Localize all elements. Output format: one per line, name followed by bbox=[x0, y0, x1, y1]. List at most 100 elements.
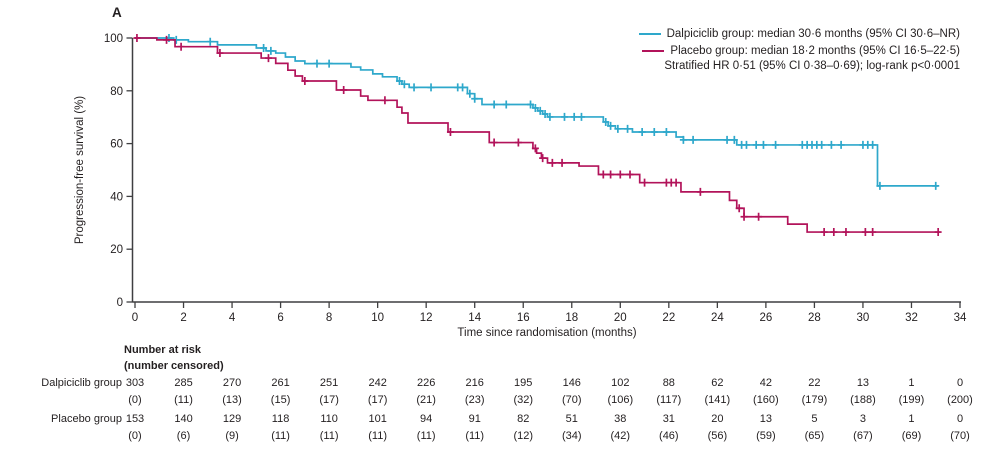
x-tick-label: 16 bbox=[517, 312, 530, 324]
risk-censored-value: (17) bbox=[367, 394, 388, 406]
risk-censored-value: (11) bbox=[319, 430, 339, 442]
censor-tick-dalpiciclib bbox=[752, 140, 760, 149]
censor-tick-dalpiciclib bbox=[607, 121, 615, 130]
legend: Dalpiciclib group: median 30·6 months (9… bbox=[638, 26, 960, 76]
risk-at-risk-value: 91 bbox=[468, 413, 481, 425]
censor-tick-dalpiciclib bbox=[466, 89, 474, 98]
risk-at-risk-value: 13 bbox=[856, 377, 870, 389]
censor-tick-dalpiciclib bbox=[531, 103, 539, 112]
censor-tick-placebo bbox=[514, 138, 522, 147]
censor-tick-placebo bbox=[869, 228, 877, 237]
risk-at-risk-value: 226 bbox=[416, 377, 436, 389]
censor-tick-dalpiciclib bbox=[570, 112, 578, 121]
risk-censored-value: (46) bbox=[659, 430, 679, 442]
x-tick-label: 10 bbox=[371, 312, 384, 324]
risk-at-risk-value: 153 bbox=[125, 413, 145, 425]
censor-tick-dalpiciclib bbox=[400, 80, 408, 89]
risk-censored-value: (199) bbox=[898, 394, 925, 406]
risk-censored-value: (59) bbox=[756, 430, 776, 442]
censor-tick-placebo bbox=[216, 49, 224, 58]
censor-tick-placebo bbox=[264, 54, 272, 63]
risk-at-risk-value: 129 bbox=[222, 413, 242, 425]
censor-tick-placebo bbox=[735, 204, 743, 213]
risk-censored-value: (34) bbox=[561, 430, 582, 442]
x-tick-label: 24 bbox=[711, 312, 724, 324]
censor-tick-dalpiciclib bbox=[723, 135, 731, 144]
censor-tick-dalpiciclib bbox=[502, 100, 510, 109]
censor-tick-dalpiciclib bbox=[679, 135, 687, 144]
censor-tick-placebo bbox=[177, 42, 185, 51]
x-tick-label: 18 bbox=[565, 312, 578, 324]
censor-tick-dalpiciclib bbox=[876, 181, 884, 190]
risk-censored-value: (23) bbox=[464, 394, 485, 406]
risk-censored-value: (15) bbox=[270, 394, 291, 406]
censor-tick-dalpiciclib bbox=[742, 140, 750, 149]
censor-tick-dalpiciclib bbox=[560, 112, 568, 121]
censor-tick-placebo bbox=[607, 170, 615, 179]
risk-censored-value: (11) bbox=[174, 394, 193, 406]
risk-at-risk-value: 195 bbox=[514, 377, 533, 389]
censor-tick-dalpiciclib bbox=[730, 135, 738, 144]
censor-tick-placebo bbox=[830, 228, 838, 237]
risk-censored-value: (65) bbox=[804, 430, 825, 442]
censor-tick-dalpiciclib bbox=[614, 124, 622, 133]
legend-entry-dalpiciclib: Dalpiciclib group: median 30·6 months (9… bbox=[638, 26, 960, 42]
censor-tick-placebo bbox=[531, 144, 539, 153]
risk-at-risk-value: 82 bbox=[517, 413, 530, 425]
risk-censored-value: (188) bbox=[850, 394, 876, 406]
y-tick-label: 40 bbox=[110, 191, 123, 203]
stratified-hr-note: Stratified HR 0·51 (95% CI 0·38–0·69); l… bbox=[664, 60, 960, 72]
placebo-line-swatch bbox=[642, 50, 665, 52]
risk-censored-value: (70) bbox=[561, 394, 582, 406]
risk-at-risk-value: 102 bbox=[611, 377, 630, 389]
risk-at-risk-value: 1 bbox=[908, 413, 915, 425]
censor-tick-dalpiciclib bbox=[624, 124, 632, 133]
censor-tick-dalpiciclib bbox=[932, 181, 940, 190]
x-tick-label: 22 bbox=[662, 312, 675, 324]
risk-censored-value: (32) bbox=[513, 394, 534, 406]
risk-at-risk-value: 94 bbox=[420, 413, 433, 425]
censor-tick-placebo bbox=[755, 212, 763, 221]
x-tick-label: 32 bbox=[905, 312, 918, 324]
km-curve-placebo bbox=[135, 37, 941, 233]
censor-tick-placebo bbox=[558, 158, 566, 167]
x-tick-label: 30 bbox=[857, 312, 870, 324]
risk-at-risk-value: 51 bbox=[565, 413, 578, 425]
censor-tick-placebo bbox=[641, 178, 649, 187]
risk-at-risk-value: 251 bbox=[319, 377, 339, 389]
censor-tick-dalpiciclib bbox=[527, 100, 535, 109]
x-tick-label: 0 bbox=[132, 312, 138, 324]
censor-tick-dalpiciclib bbox=[837, 140, 845, 149]
censor-tick-dalpiciclib bbox=[459, 83, 467, 92]
censor-tick-dalpiciclib bbox=[427, 83, 435, 92]
censor-tick-dalpiciclib bbox=[602, 117, 610, 126]
censor-tick-dalpiciclib bbox=[541, 110, 549, 119]
y-tick-label: 20 bbox=[110, 244, 123, 256]
censor-tick-placebo bbox=[163, 35, 171, 44]
risk-at-risk-value: 22 bbox=[808, 377, 821, 389]
x-tick-label: 20 bbox=[614, 312, 627, 324]
risk-at-risk-value: 31 bbox=[662, 413, 675, 425]
censor-tick-dalpiciclib bbox=[546, 112, 554, 121]
risk-row-label: Dalpiciclib group bbox=[41, 377, 122, 389]
risk-at-risk-value: 0 bbox=[956, 377, 964, 389]
risk-censored-value: (56) bbox=[707, 430, 728, 442]
censor-tick-dalpiciclib bbox=[638, 127, 646, 136]
censor-tick-dalpiciclib bbox=[577, 112, 585, 121]
x-tick-label: 26 bbox=[759, 312, 772, 324]
risk-censored-value: (200) bbox=[947, 394, 973, 406]
risk-censored-value: (6) bbox=[176, 430, 191, 442]
x-tick-label: 6 bbox=[277, 312, 283, 324]
y-tick-label: 0 bbox=[117, 297, 123, 309]
risk-censored-value: (117) bbox=[656, 394, 682, 406]
censor-tick-placebo bbox=[740, 212, 748, 221]
risk-censored-value: (17) bbox=[319, 394, 339, 406]
censor-tick-dalpiciclib bbox=[662, 127, 670, 136]
x-tick-label: 12 bbox=[420, 312, 433, 324]
censor-tick-placebo bbox=[820, 228, 828, 237]
censor-tick-dalpiciclib bbox=[471, 94, 479, 103]
censor-tick-placebo bbox=[934, 228, 942, 237]
x-tick-label: 34 bbox=[954, 312, 967, 324]
risk-censored-value: (9) bbox=[225, 430, 239, 442]
x-tick-label: 4 bbox=[229, 312, 236, 324]
